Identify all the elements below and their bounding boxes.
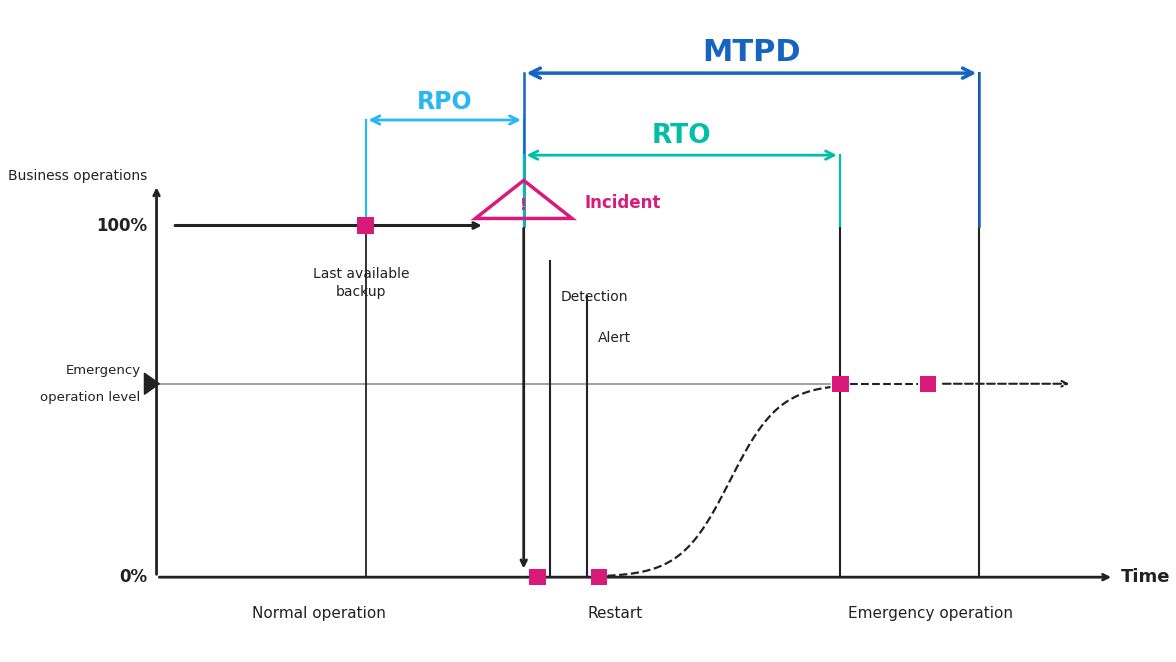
Text: Emergency operation: Emergency operation bbox=[848, 606, 1013, 622]
Text: Normal operation: Normal operation bbox=[253, 606, 386, 622]
Text: operation level: operation level bbox=[40, 391, 141, 404]
Text: Alert: Alert bbox=[599, 331, 632, 345]
Text: !: ! bbox=[520, 198, 527, 213]
Text: MTPD: MTPD bbox=[702, 38, 801, 68]
Text: Incident: Incident bbox=[584, 194, 661, 213]
Text: Emergency: Emergency bbox=[66, 363, 141, 377]
Text: Restart: Restart bbox=[587, 606, 642, 622]
Polygon shape bbox=[145, 373, 159, 395]
Bar bbox=[833, 375, 849, 392]
Bar bbox=[590, 569, 607, 585]
Text: Last available
backup: Last available backup bbox=[313, 267, 409, 299]
Text: RTO: RTO bbox=[652, 123, 711, 150]
Text: Detection: Detection bbox=[561, 290, 628, 304]
Text: Business operations: Business operations bbox=[8, 169, 147, 183]
Text: Time: Time bbox=[1121, 568, 1170, 586]
Text: RPO: RPO bbox=[416, 90, 473, 114]
Text: 100%: 100% bbox=[96, 216, 147, 234]
Bar bbox=[529, 569, 546, 585]
Bar bbox=[358, 217, 374, 234]
Bar bbox=[920, 375, 936, 392]
Text: 0%: 0% bbox=[119, 568, 147, 586]
